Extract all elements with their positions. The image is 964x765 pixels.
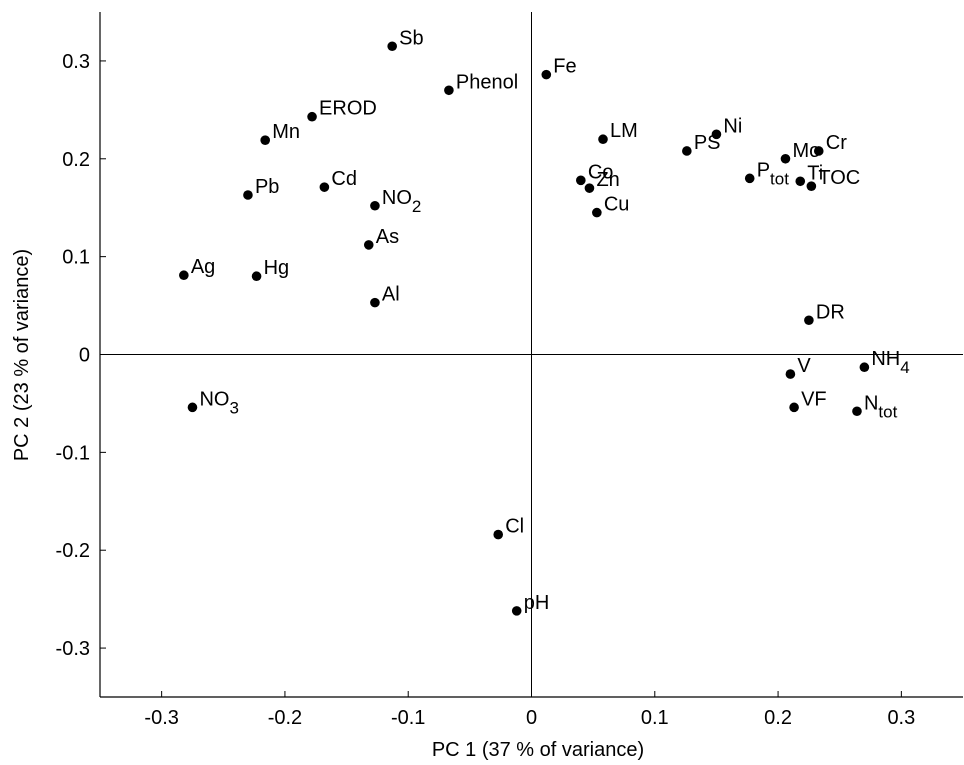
data-points — [179, 41, 870, 616]
point-phenol — [444, 85, 454, 96]
point-toc — [806, 181, 817, 191]
point-cr — [813, 146, 824, 156]
point-labels: Sb Phenol Fe EROD Mn Pb Cd NO2 As Al Ag Hg NO3 LM CoZn… — [191, 27, 910, 614]
y-tick-label: -0.1 — [56, 442, 90, 464]
point-label-sb: Sb — [399, 27, 423, 49]
point-hg — [251, 271, 262, 282]
point-label-v: V — [797, 355, 811, 377]
point-label-cd: Cd — [331, 168, 357, 190]
x-axis-title: PC 1 (37 % of variance) — [432, 739, 644, 761]
point-erod — [307, 111, 317, 122]
point-lm — [598, 134, 608, 145]
y-tick-label: 0 — [79, 345, 90, 367]
point-label-hg: Hg — [264, 257, 290, 279]
point-label-vf: VF — [801, 388, 827, 410]
y-tick-label: -0.2 — [56, 540, 90, 562]
point-label-al: Al — [382, 284, 400, 306]
point-cu — [592, 207, 602, 218]
point-label-cl: Cl — [505, 516, 524, 538]
x-tick-label: -0.3 — [144, 707, 178, 729]
y-tick-label: 0.1 — [62, 247, 90, 269]
point-label-nh4: NH4 — [871, 348, 909, 377]
point-dr — [804, 315, 814, 326]
x-tick-label: -0.1 — [391, 707, 425, 729]
point-mo — [780, 153, 791, 164]
point-no3 — [187, 402, 198, 413]
point-no2 — [370, 200, 380, 211]
point-label-lm: LM — [610, 120, 638, 142]
point-label-as: As — [376, 226, 399, 248]
x-tick-label: -0.2 — [268, 707, 302, 729]
point-label-ti: Ti — [807, 162, 823, 184]
point-ps — [682, 146, 692, 156]
point-ni — [711, 129, 722, 140]
x-tick-label: 0 — [526, 707, 537, 729]
point-label-pb: Pb — [255, 176, 279, 198]
point-al — [370, 297, 380, 308]
point-pb — [243, 190, 253, 200]
point-label-dr: DR — [816, 301, 845, 323]
point-label-no3: NO3 — [199, 388, 238, 417]
point-co — [576, 175, 586, 186]
point-label-mn: Mn — [272, 121, 300, 143]
point-label-ni: Ni — [723, 115, 742, 137]
point-label-cr: Cr — [826, 132, 847, 154]
point-fe — [541, 69, 552, 80]
point-mn — [260, 135, 271, 145]
point-label-fe: Fe — [553, 56, 576, 78]
point-zn — [584, 183, 595, 193]
zero-lines — [100, 12, 963, 697]
point-label-toc: TOC — [818, 167, 860, 189]
x-tick-label: 0.3 — [887, 707, 915, 729]
point-label-cu: Cu — [604, 194, 630, 216]
ticks: -0.3 -0.2 -0.1 0 0.1 0.2 0.3 -0.3 -0.2 -0.1 0 0.1 0.… — [56, 51, 916, 729]
point-cd — [319, 182, 330, 192]
x-tick-label: 0.1 — [641, 707, 669, 729]
point-vf — [789, 402, 799, 413]
point-label-co: Co — [588, 161, 614, 183]
point-ntot — [852, 406, 862, 417]
point-cl — [493, 529, 504, 540]
point-v — [785, 369, 796, 379]
point-as — [363, 240, 374, 250]
point-label-erod: EROD — [319, 98, 377, 120]
point-ph — [511, 606, 522, 616]
point-ptot — [744, 173, 755, 184]
y-axis-title: PC 2 (23 % of variance) — [11, 249, 33, 461]
point-label-ph: pH — [524, 592, 550, 614]
point-label-ag: Ag — [191, 256, 215, 278]
point-nh4 — [859, 362, 870, 373]
point-label-ps: PS — [694, 132, 721, 154]
point-label-ptot: Ptot — [757, 159, 790, 188]
y-tick-label: -0.3 — [56, 638, 90, 660]
point-sb — [387, 41, 397, 52]
point-label-ntot: Ntot — [864, 392, 898, 421]
x-tick-label: 0.2 — [764, 707, 792, 729]
point-label-mo: Mo — [792, 140, 820, 162]
point-label-zn: Zn — [596, 169, 619, 191]
y-tick-label: 0.2 — [62, 149, 90, 171]
point-label-no2: NO2 — [382, 187, 421, 216]
y-tick-label: 0.3 — [62, 51, 90, 73]
point-label-phenol: Phenol — [456, 71, 518, 93]
point-ag — [179, 270, 189, 281]
point-ti — [795, 176, 806, 187]
